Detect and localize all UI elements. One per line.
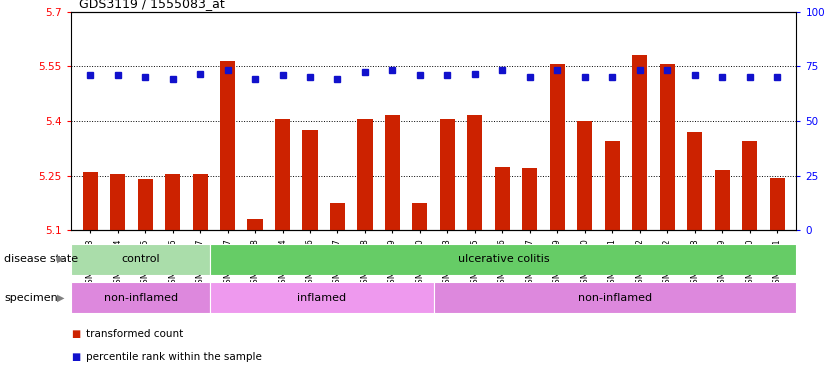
- Text: ulcerative colitis: ulcerative colitis: [458, 254, 550, 264]
- Bar: [467, 116, 482, 230]
- Bar: [687, 132, 702, 230]
- Text: ▶: ▶: [57, 254, 64, 264]
- Bar: [550, 65, 565, 230]
- Bar: [605, 141, 620, 230]
- Bar: [303, 130, 318, 230]
- Text: specimen: specimen: [4, 293, 58, 303]
- Bar: [165, 174, 180, 230]
- Bar: [83, 172, 98, 230]
- Bar: [434, 282, 796, 313]
- Text: ■: ■: [71, 352, 80, 362]
- Bar: [770, 177, 785, 230]
- Text: ▶: ▶: [57, 293, 64, 303]
- Bar: [193, 174, 208, 230]
- Text: non-inflamed: non-inflamed: [103, 293, 178, 303]
- Text: non-inflamed: non-inflamed: [578, 293, 652, 303]
- Text: transformed count: transformed count: [86, 329, 183, 339]
- Bar: [210, 244, 796, 275]
- Bar: [275, 119, 290, 230]
- Bar: [358, 119, 373, 230]
- Bar: [210, 282, 434, 313]
- Bar: [577, 121, 592, 230]
- Bar: [330, 203, 345, 230]
- Text: inflamed: inflamed: [298, 293, 347, 303]
- Text: disease state: disease state: [4, 254, 78, 264]
- Bar: [110, 174, 125, 230]
- Bar: [632, 55, 647, 230]
- Text: ■: ■: [71, 329, 80, 339]
- Bar: [495, 167, 510, 230]
- Bar: [742, 141, 757, 230]
- Bar: [220, 61, 235, 230]
- Text: control: control: [121, 254, 160, 264]
- Bar: [248, 219, 263, 230]
- Bar: [412, 203, 428, 230]
- Bar: [71, 282, 210, 313]
- Bar: [71, 244, 210, 275]
- Bar: [138, 179, 153, 230]
- Text: GDS3119 / 1555083_at: GDS3119 / 1555083_at: [79, 0, 225, 10]
- Bar: [715, 170, 730, 230]
- Bar: [522, 168, 537, 230]
- Bar: [440, 119, 455, 230]
- Bar: [385, 116, 400, 230]
- Bar: [660, 65, 675, 230]
- Text: percentile rank within the sample: percentile rank within the sample: [86, 352, 262, 362]
